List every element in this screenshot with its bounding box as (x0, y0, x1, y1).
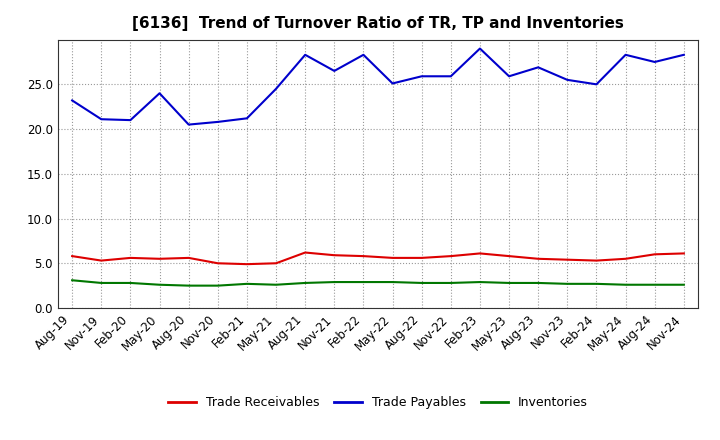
Trade Receivables (388, 255, 397, 260)
Inventories (68, 278, 76, 283)
Legend: Trade Receivables, Trade Payables, Inventories: Trade Receivables, Trade Payables, Inven… (163, 392, 593, 414)
Line: Inventories: Inventories (72, 280, 684, 286)
Line: Trade Payables: Trade Payables (72, 48, 684, 125)
Trade Payables (505, 73, 513, 79)
Trade Payables (271, 86, 280, 92)
Trade Payables (330, 68, 338, 73)
Inventories (271, 282, 280, 287)
Inventories (563, 281, 572, 286)
Trade Payables (563, 77, 572, 82)
Inventories (301, 280, 310, 286)
Trade Payables (592, 82, 600, 87)
Trade Payables (156, 91, 164, 96)
Trade Payables (126, 117, 135, 123)
Trade Receivables (680, 251, 688, 256)
Trade Receivables (156, 256, 164, 261)
Trade Receivables (243, 261, 251, 267)
Inventories (418, 280, 426, 286)
Trade Payables (418, 73, 426, 79)
Inventories (505, 280, 513, 286)
Inventories (476, 279, 485, 285)
Inventories (446, 280, 455, 286)
Trade Receivables (359, 253, 368, 259)
Trade Payables (243, 116, 251, 121)
Inventories (184, 283, 193, 288)
Trade Receivables (68, 253, 76, 259)
Inventories (388, 279, 397, 285)
Trade Receivables (534, 256, 543, 261)
Trade Payables (650, 59, 659, 65)
Trade Receivables (126, 255, 135, 260)
Line: Trade Receivables: Trade Receivables (72, 253, 684, 264)
Inventories (330, 279, 338, 285)
Inventories (680, 282, 688, 287)
Inventories (97, 280, 106, 286)
Inventories (650, 282, 659, 287)
Trade Payables (446, 73, 455, 79)
Trade Receivables (213, 260, 222, 266)
Trade Payables (184, 122, 193, 127)
Trade Receivables (271, 260, 280, 266)
Inventories (156, 282, 164, 287)
Trade Receivables (418, 255, 426, 260)
Trade Payables (97, 117, 106, 122)
Trade Payables (621, 52, 630, 58)
Inventories (243, 281, 251, 286)
Inventories (359, 279, 368, 285)
Title: [6136]  Trend of Turnover Ratio of TR, TP and Inventories: [6136] Trend of Turnover Ratio of TR, TP… (132, 16, 624, 32)
Trade Receivables (476, 251, 485, 256)
Inventories (213, 283, 222, 288)
Trade Receivables (621, 256, 630, 261)
Trade Payables (680, 52, 688, 58)
Trade Receivables (563, 257, 572, 262)
Trade Payables (534, 65, 543, 70)
Trade Receivables (592, 258, 600, 263)
Trade Payables (388, 81, 397, 86)
Trade Payables (213, 119, 222, 125)
Inventories (126, 280, 135, 286)
Inventories (592, 281, 600, 286)
Trade Payables (359, 52, 368, 58)
Trade Receivables (97, 258, 106, 263)
Inventories (621, 282, 630, 287)
Trade Receivables (446, 253, 455, 259)
Inventories (534, 280, 543, 286)
Trade Receivables (505, 253, 513, 259)
Trade Receivables (301, 250, 310, 255)
Trade Receivables (184, 255, 193, 260)
Trade Payables (301, 52, 310, 58)
Trade Payables (68, 98, 76, 103)
Trade Receivables (650, 252, 659, 257)
Trade Receivables (330, 253, 338, 258)
Trade Payables (476, 46, 485, 51)
